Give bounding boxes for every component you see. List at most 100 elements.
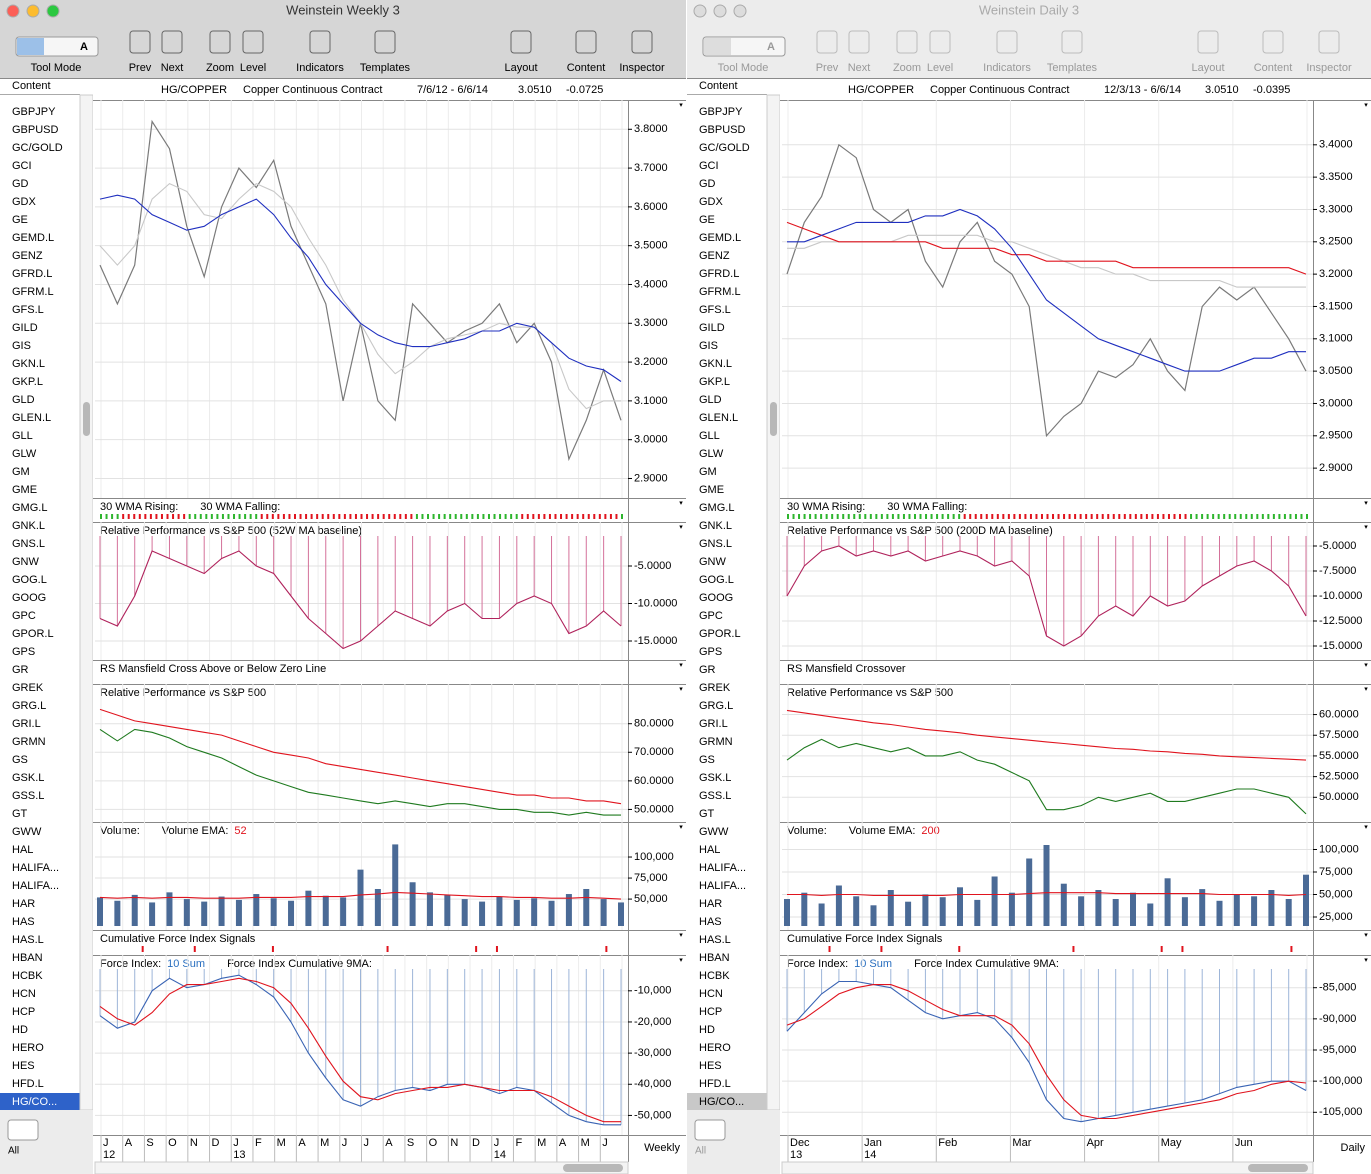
sidebar-item[interactable]: GFRD.L xyxy=(12,268,52,280)
h-scroll-thumb[interactable] xyxy=(563,1164,623,1172)
period-label[interactable]: Weekly xyxy=(644,1142,680,1154)
sidebar-item[interactable]: HG/CO... xyxy=(699,1096,744,1108)
sidebar-item[interactable]: GENZ xyxy=(12,250,43,262)
sidebar-item[interactable]: GD xyxy=(699,178,716,190)
toolbar-icon[interactable] xyxy=(1262,30,1284,54)
toolbar-label[interactable]: Content xyxy=(1254,62,1293,74)
sidebar-item[interactable]: GKN.L xyxy=(699,358,732,370)
sidebar-item[interactable]: GS xyxy=(699,754,715,766)
h-scroll-thumb[interactable] xyxy=(1248,1164,1308,1172)
sidebar-item[interactable]: GFRM.L xyxy=(699,286,741,298)
sidebar-item[interactable]: GRMN xyxy=(12,736,46,748)
sidebar-item[interactable]: GDX xyxy=(699,196,724,208)
sidebar-item[interactable]: GILD xyxy=(699,322,725,334)
sidebar-item[interactable]: GME xyxy=(699,484,724,496)
sidebar-item[interactable]: GRMN xyxy=(699,736,733,748)
sidebar-item[interactable]: HAS xyxy=(699,916,722,928)
toolbar-icon[interactable] xyxy=(161,30,183,54)
sidebar-item[interactable]: GMG.L xyxy=(12,502,47,514)
sidebar-footer-text[interactable]: All xyxy=(695,1146,706,1157)
sidebar-item[interactable]: HALIFA... xyxy=(699,862,746,874)
toolbar-label[interactable]: Layout xyxy=(1191,62,1224,74)
sidebar-item[interactable]: GNS.L xyxy=(12,538,45,550)
sidebar-item[interactable]: GOG.L xyxy=(699,574,734,586)
toolbar-label[interactable]: Zoom xyxy=(206,62,234,74)
sidebar-item[interactable]: HCN xyxy=(699,988,723,1000)
sidebar-item[interactable]: GCI xyxy=(699,160,719,172)
sidebar-item[interactable]: HBAN xyxy=(12,952,43,964)
sidebar-item[interactable]: HCP xyxy=(12,1006,35,1018)
sidebar-item[interactable]: GIS xyxy=(12,340,31,352)
sidebar-item[interactable]: HAL xyxy=(12,844,33,856)
toolbar-label[interactable]: Prev xyxy=(816,62,839,74)
toolbar-label[interactable]: Prev xyxy=(129,62,152,74)
toolbar-icon[interactable] xyxy=(129,30,151,54)
toolbar-icon[interactable] xyxy=(929,30,951,54)
sidebar-item[interactable]: HAR xyxy=(699,898,722,910)
gear-button[interactable] xyxy=(7,1119,39,1141)
sidebar-item[interactable]: HG/CO... xyxy=(12,1096,57,1108)
sidebar-item[interactable]: GEMD.L xyxy=(12,232,54,244)
sidebar-item[interactable]: GNW xyxy=(699,556,727,568)
sidebar-item[interactable]: GFS.L xyxy=(699,304,731,316)
toolbar-label[interactable]: Next xyxy=(848,62,871,74)
sidebar-item[interactable]: HAS xyxy=(12,916,35,928)
sidebar-item[interactable]: GFS.L xyxy=(12,304,44,316)
sidebar-item[interactable]: HALIFA... xyxy=(12,862,59,874)
sidebar-item[interactable]: HAS.L xyxy=(12,934,44,946)
sidebar-item[interactable]: GLL xyxy=(12,430,33,442)
sidebar-item[interactable]: GPC xyxy=(699,610,723,622)
sidebar-item[interactable]: GOOG xyxy=(699,592,733,604)
sidebar-item[interactable]: GKP.L xyxy=(12,376,43,388)
sidebar-item[interactable]: HAS.L xyxy=(699,934,731,946)
sidebar-item[interactable]: GBPJPY xyxy=(12,106,56,118)
period-label[interactable]: Daily xyxy=(1341,1142,1366,1154)
sidebar-item[interactable]: GWW xyxy=(12,826,42,838)
sidebar-item[interactable]: GCI xyxy=(12,160,32,172)
sidebar-item[interactable]: HALIFA... xyxy=(699,880,746,892)
toolbar-label[interactable]: Indicators xyxy=(296,62,344,74)
sidebar-item[interactable]: GME xyxy=(12,484,37,496)
sidebar-item[interactable]: GRG.L xyxy=(12,700,46,712)
sidebar-item[interactable]: GLW xyxy=(699,448,724,460)
toolbar-label[interactable]: Inspector xyxy=(1306,62,1352,74)
sidebar-item[interactable]: GPS xyxy=(12,646,35,658)
sidebar-item[interactable]: GFRM.L xyxy=(12,286,54,298)
sidebar-item[interactable]: HFD.L xyxy=(12,1078,44,1090)
sidebar-item[interactable]: GKP.L xyxy=(699,376,730,388)
sidebar-item[interactable]: GSS.L xyxy=(12,790,44,802)
sidebar-item[interactable]: GE xyxy=(12,214,28,226)
sidebar-item[interactable]: HERO xyxy=(12,1042,44,1054)
sidebar-item[interactable]: GNK.L xyxy=(12,520,45,532)
toolbar-icon[interactable] xyxy=(1318,30,1340,54)
sidebar-item[interactable]: GLD xyxy=(12,394,35,406)
sidebar-item[interactable]: GENZ xyxy=(699,250,730,262)
sidebar-item[interactable]: GKN.L xyxy=(12,358,45,370)
toolbar-icon[interactable] xyxy=(309,30,331,54)
sidebar-item[interactable]: GPC xyxy=(12,610,36,622)
toolbar-label[interactable]: Level xyxy=(927,62,953,74)
sidebar-item[interactable]: GS xyxy=(12,754,28,766)
sidebar-item[interactable]: GLL xyxy=(699,430,720,442)
sidebar-footer-text[interactable]: All xyxy=(8,1146,19,1157)
toolbar-label[interactable]: Tool Mode xyxy=(718,62,769,74)
sidebar-item[interactable]: HD xyxy=(12,1024,28,1036)
sidebar-item[interactable]: GR xyxy=(12,664,29,676)
sidebar-item[interactable]: GBPJPY xyxy=(699,106,743,118)
toolbar-icon[interactable] xyxy=(816,30,838,54)
sidebar-item[interactable]: GWW xyxy=(699,826,729,838)
toolbar-icon[interactable] xyxy=(996,30,1018,54)
toolbar-label[interactable]: Indicators xyxy=(983,62,1031,74)
toolbar-icon[interactable] xyxy=(575,30,597,54)
sidebar-item[interactable]: GRI.L xyxy=(12,718,41,730)
sidebar-item[interactable]: GEMD.L xyxy=(699,232,741,244)
sidebar-item[interactable]: GDX xyxy=(12,196,37,208)
window-button[interactable] xyxy=(693,4,707,18)
sidebar-item[interactable]: GNK.L xyxy=(699,520,732,532)
sidebar-item[interactable]: HALIFA... xyxy=(12,880,59,892)
toolbar-icon[interactable] xyxy=(374,30,396,54)
sidebar-item[interactable]: GIS xyxy=(699,340,718,352)
window-button[interactable] xyxy=(713,4,727,18)
sidebar-item[interactable]: HAL xyxy=(699,844,720,856)
sidebar-item[interactable]: GLW xyxy=(12,448,37,460)
